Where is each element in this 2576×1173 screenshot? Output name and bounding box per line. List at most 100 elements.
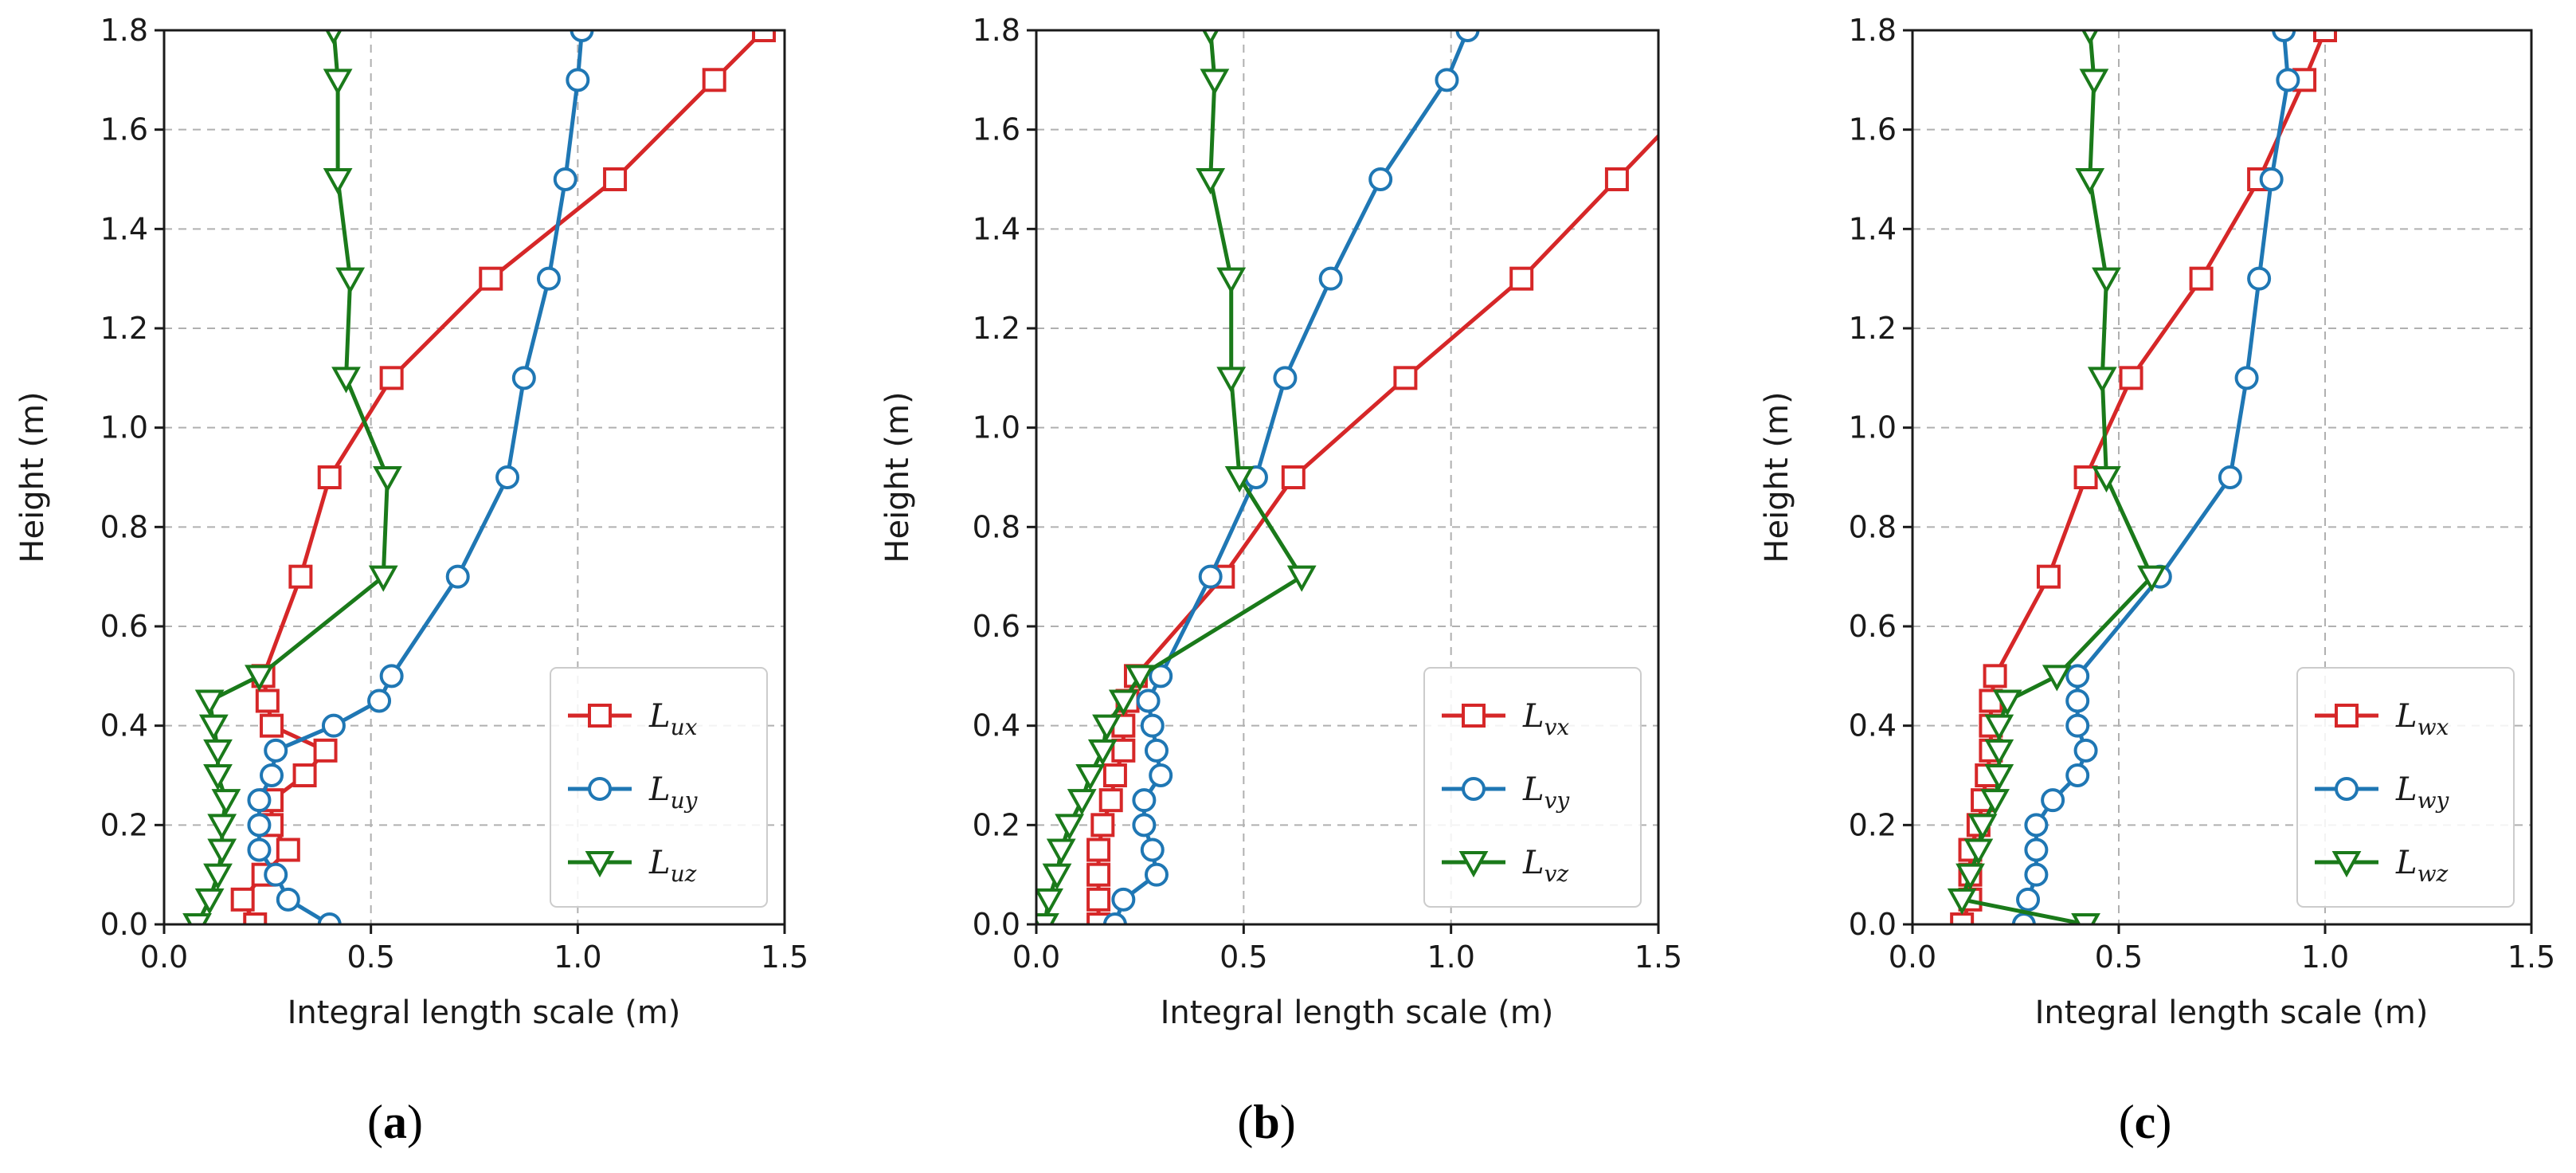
legend-label: Lwx xyxy=(2395,698,2449,740)
legend-label: Lvz xyxy=(1522,845,1568,887)
y-tick-label: 0.4 xyxy=(1849,708,1897,743)
data-point-ux xyxy=(276,838,300,862)
series-vy xyxy=(1102,30,1480,924)
data-point-wz xyxy=(1984,714,2014,741)
axes-frame xyxy=(162,29,786,926)
data-point-vy xyxy=(1149,664,1173,688)
data-point-vz xyxy=(1036,888,1064,915)
y-tick-label: 1.8 xyxy=(1849,13,1897,48)
data-point-wz xyxy=(2075,168,2105,195)
data-point-vy xyxy=(1368,167,1393,191)
data-point-wy xyxy=(2218,465,2242,489)
data-point-vy xyxy=(1198,564,1223,589)
data-point-uz xyxy=(194,689,225,716)
series-vz xyxy=(1036,30,1317,924)
x-tick-label: 0.5 xyxy=(346,940,394,975)
data-point-wy xyxy=(2065,713,2090,738)
y-tick-label: 0.2 xyxy=(1849,807,1897,842)
data-point-vy xyxy=(1111,887,1136,912)
data-point-uy xyxy=(570,30,594,42)
data-point-uy xyxy=(379,664,404,688)
y-tick-label: 1.4 xyxy=(1849,211,1897,246)
data-point-uz xyxy=(194,888,225,915)
y-tick-label: 1.2 xyxy=(973,311,1020,346)
axes-frame xyxy=(1035,29,1660,926)
data-point-wz xyxy=(1980,789,2010,816)
legend-entry-vz: Lvz xyxy=(1442,845,1568,887)
data-point-vy xyxy=(1140,713,1165,738)
data-point-uz xyxy=(331,367,361,394)
legend-entry-vy: Lvy xyxy=(1442,771,1570,814)
y-tick-label: 0.2 xyxy=(973,807,1020,842)
data-point-wx xyxy=(2189,266,2214,291)
data-point-uy xyxy=(247,838,272,862)
data-point-wy xyxy=(2234,366,2259,390)
legend-marker xyxy=(1462,704,1486,728)
data-point-vx xyxy=(1393,366,1418,390)
panel-b: 0.0 0.5 1.0 1.5 0.0 0.2 0.4 0.6 0.8 1.0 1.2 1.4 1.6 1… xyxy=(879,13,1682,1148)
data-point-wx xyxy=(2036,564,2061,589)
x-tick-label: 1.0 xyxy=(1427,940,1474,975)
data-point-vz xyxy=(1216,367,1247,394)
axes-frame xyxy=(1911,29,2533,926)
data-point-vy xyxy=(1273,366,1298,390)
data-point-vz xyxy=(1092,714,1122,741)
data-point-uy xyxy=(264,738,288,763)
y-tick-label: 0.4 xyxy=(973,708,1020,743)
panel-caption: (a) xyxy=(367,1096,423,1148)
data-point-uz xyxy=(323,168,353,195)
y-tick-label: 1.0 xyxy=(100,410,148,445)
data-point-wy xyxy=(2247,266,2272,291)
data-point-vy xyxy=(1102,912,1127,924)
y-axis-label: Height (m) xyxy=(879,391,916,563)
x-axis-label: Integral length scale (m) xyxy=(288,994,681,1031)
data-point-wz xyxy=(2137,565,2167,592)
y-tick-label: 0.6 xyxy=(100,609,148,644)
data-point-uz xyxy=(203,739,233,766)
data-point-vy xyxy=(1435,68,1459,92)
legend-label: Lwy xyxy=(2395,771,2450,814)
legend-label: Luz xyxy=(648,845,697,887)
y-tick-label: 1.0 xyxy=(1849,410,1897,445)
data-point-vz xyxy=(1196,168,1226,195)
legend: Lwx Lwy Lwz xyxy=(2296,667,2515,908)
data-point-vx xyxy=(1098,788,1123,813)
data-point-ux xyxy=(702,68,726,92)
data-point-uy xyxy=(247,788,272,813)
data-point-vz xyxy=(1224,466,1255,493)
legend-entry-uy: Luy xyxy=(568,771,699,814)
data-point-uy xyxy=(264,862,288,887)
data-point-uy xyxy=(367,688,392,713)
y-tick-label: 0.4 xyxy=(100,708,148,743)
x-tick-label: 0.5 xyxy=(2095,940,2143,975)
data-point-wy xyxy=(2065,688,2090,713)
y-tick-label: 0.6 xyxy=(973,609,1020,644)
legend-label: Lvx xyxy=(1522,698,1569,740)
panel-caption: (b) xyxy=(1237,1096,1295,1148)
data-point-ux xyxy=(288,564,313,589)
series-ux xyxy=(230,30,777,924)
data-point-wz xyxy=(1947,888,1977,915)
data-point-wz xyxy=(2071,913,2100,924)
legend-marker xyxy=(585,851,615,878)
x-axis-label: Integral length scale (m) xyxy=(1161,994,1554,1031)
data-point-ux xyxy=(230,887,255,912)
data-point-uy xyxy=(511,366,536,390)
data-point-vx xyxy=(1281,465,1306,489)
data-point-uz xyxy=(323,69,353,96)
legend-marker xyxy=(1458,851,1489,878)
data-point-ux xyxy=(243,912,268,924)
legend-marker xyxy=(2335,777,2359,801)
x-tick-label: 0.0 xyxy=(140,940,188,975)
data-point-wy xyxy=(2041,788,2065,813)
y-tick-label: 1.8 xyxy=(100,13,148,48)
y-tick-label: 0.0 xyxy=(100,907,148,942)
data-point-vz xyxy=(1087,739,1118,766)
data-point-wx xyxy=(2073,465,2098,489)
legend-entry-vx: Lvx xyxy=(1442,698,1569,740)
data-point-wz xyxy=(2079,69,2109,96)
series-uy xyxy=(247,30,594,924)
y-tick-label: 1.4 xyxy=(973,211,1020,246)
legend-entry-wz: Lwz xyxy=(2315,845,2449,887)
data-point-uy xyxy=(553,167,577,191)
